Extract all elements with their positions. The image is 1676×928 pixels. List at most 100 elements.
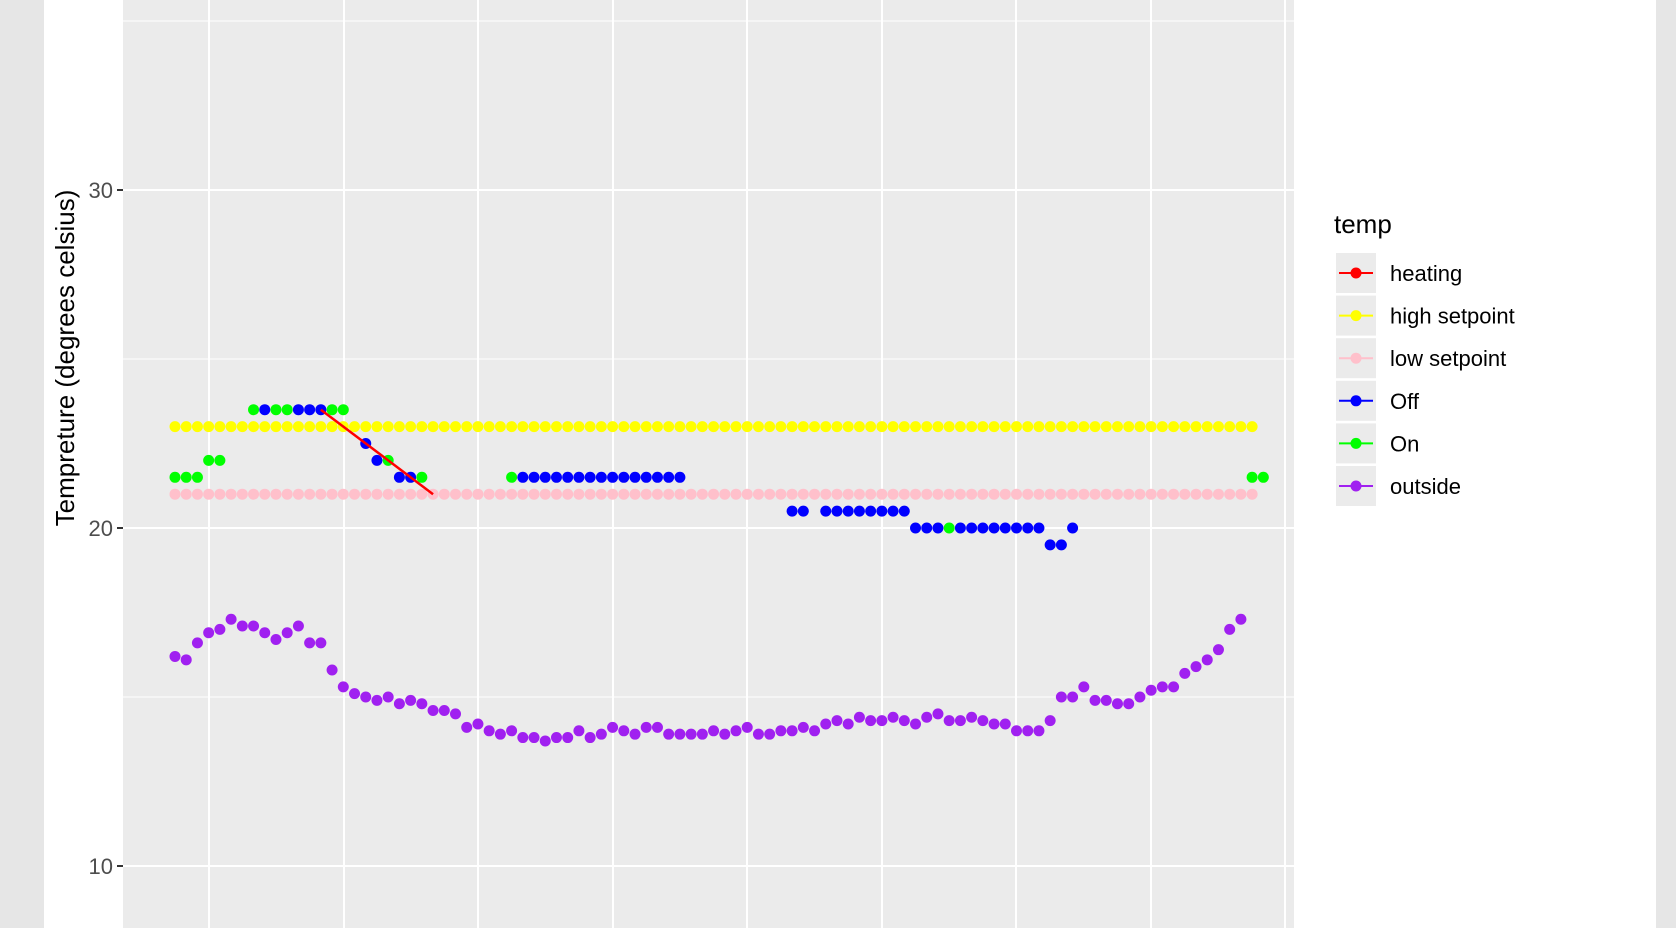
point-off <box>517 471 529 483</box>
point-low-setpoint <box>1067 488 1079 500</box>
point-on <box>203 454 215 466</box>
legend-key-point <box>1350 395 1362 407</box>
legend-label: On <box>1390 431 1419 456</box>
point-low-setpoint <box>954 488 966 500</box>
point-outside <box>405 694 417 706</box>
point-low-setpoint <box>337 488 349 500</box>
point-outside <box>1235 613 1247 625</box>
point-high-setpoint <box>708 421 720 433</box>
point-outside <box>820 718 832 730</box>
point-low-setpoint <box>1100 488 1112 500</box>
point-outside <box>259 627 271 639</box>
point-high-setpoint <box>1078 421 1090 433</box>
point-outside <box>764 728 776 740</box>
point-outside <box>326 664 338 676</box>
point-off <box>932 522 944 534</box>
point-outside <box>898 715 910 727</box>
point-off <box>876 505 888 517</box>
chart-svg: 10 20 30 Tempreture (degrees celsius) temp… <box>50 0 1515 928</box>
point-high-setpoint <box>292 421 304 433</box>
point-outside <box>618 725 630 737</box>
point-on <box>506 471 518 483</box>
point-outside <box>281 627 293 639</box>
point-outside <box>966 711 978 723</box>
point-high-setpoint <box>629 421 641 433</box>
point-outside <box>876 715 888 727</box>
point-off <box>304 404 316 416</box>
point-low-setpoint <box>696 488 708 500</box>
point-outside <box>786 725 798 737</box>
point-low-setpoint <box>169 488 181 500</box>
point-on <box>1246 471 1258 483</box>
point-outside <box>450 708 461 720</box>
point-outside <box>853 711 865 723</box>
grid-major <box>123 0 1294 928</box>
point-low-setpoint <box>281 488 293 500</box>
point-off <box>629 471 641 483</box>
point-outside <box>562 732 574 744</box>
point-outside <box>730 725 742 737</box>
point-low-setpoint <box>797 488 809 500</box>
point-on <box>248 404 260 416</box>
point-high-setpoint <box>573 421 585 433</box>
point-low-setpoint <box>259 488 271 500</box>
point-outside <box>203 627 215 639</box>
point-low-setpoint <box>1190 488 1202 500</box>
point-outside <box>741 721 753 733</box>
point-off <box>954 522 966 534</box>
point-low-setpoint <box>719 488 731 500</box>
point-low-setpoint <box>607 488 619 500</box>
point-low-setpoint <box>663 488 675 500</box>
point-low-setpoint <box>203 488 215 500</box>
point-high-setpoint <box>764 421 776 433</box>
point-outside <box>472 718 484 730</box>
point-low-setpoint <box>360 488 372 500</box>
point-high-setpoint <box>1179 421 1191 433</box>
point-high-setpoint <box>528 421 540 433</box>
plot-panel <box>123 0 1294 928</box>
point-high-setpoint <box>696 421 708 433</box>
point-outside <box>719 728 731 740</box>
point-outside <box>988 718 1000 730</box>
point-low-setpoint <box>405 488 417 500</box>
point-outside <box>1224 623 1236 635</box>
point-high-setpoint <box>741 421 753 433</box>
point-low-setpoint <box>1111 488 1123 500</box>
point-off <box>910 522 922 534</box>
point-low-setpoint <box>1168 488 1180 500</box>
point-outside <box>1011 725 1022 737</box>
point-high-setpoint <box>775 421 787 433</box>
point-low-setpoint <box>584 488 596 500</box>
point-off <box>539 471 551 483</box>
point-outside <box>191 637 203 649</box>
point-outside <box>304 637 316 649</box>
point-high-setpoint <box>752 421 764 433</box>
point-high-setpoint <box>214 421 226 433</box>
point-low-setpoint <box>292 488 304 500</box>
point-low-setpoint <box>1078 488 1090 500</box>
point-low-setpoint <box>180 488 192 500</box>
y-tick-label: 10 <box>89 854 113 879</box>
point-high-setpoint <box>550 421 562 433</box>
point-high-setpoint <box>236 421 248 433</box>
point-low-setpoint <box>651 488 663 500</box>
point-off <box>1044 539 1056 551</box>
point-high-setpoint <box>169 421 181 433</box>
point-outside <box>427 705 439 717</box>
point-outside <box>225 613 237 625</box>
point-high-setpoint <box>562 421 574 433</box>
legend-item: low setpoint <box>1336 338 1506 379</box>
point-outside <box>775 725 787 737</box>
point-high-setpoint <box>640 421 652 433</box>
point-off <box>584 471 596 483</box>
point-low-setpoint <box>1201 488 1213 500</box>
point-outside <box>550 732 562 744</box>
point-low-setpoint <box>539 488 551 500</box>
series-high-setpoint <box>169 421 1258 433</box>
point-off <box>820 505 832 517</box>
point-low-setpoint <box>966 488 978 500</box>
point-low-setpoint <box>326 488 338 500</box>
point-low-setpoint <box>809 488 821 500</box>
point-low-setpoint <box>988 488 1000 500</box>
point-low-setpoint <box>876 488 888 500</box>
